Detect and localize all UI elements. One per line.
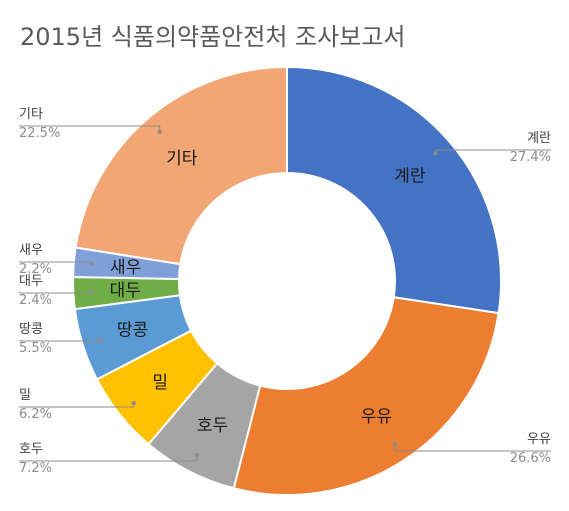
leader-dot-계란 [433, 151, 438, 156]
outer-pct-땅콩: 5.5% [19, 341, 52, 356]
leader-dot-새우 [89, 261, 94, 266]
outer-label-계란: 계란 [527, 131, 551, 146]
leader-dot-밀 [131, 400, 136, 406]
outer-pct-기타: 22.5% [19, 126, 60, 141]
slice-계란 [286, 65, 502, 315]
outer-label-대두: 대두 [19, 274, 43, 289]
slice-label-우유: 우유 [361, 407, 392, 427]
slice-labels: 계란계란27.4%우유우유26.6%호두호두7.2%밀밀6.2%땅콩땅콩5.5%… [19, 107, 551, 476]
leader-dot-호두 [194, 452, 200, 458]
outer-pct-새우: 2.2% [19, 262, 52, 277]
outer-label-우유: 우유 [527, 432, 551, 447]
slice-label-땅콩: 땅콩 [117, 321, 148, 341]
leader-lines [19, 125, 551, 462]
slice-우유 [232, 296, 500, 496]
slice-label-새우: 새우 [110, 258, 141, 278]
slice-label-기타: 기타 [166, 149, 198, 169]
outer-pct-대두: 2.4% [19, 293, 52, 308]
outer-label-호두: 호두 [19, 442, 43, 457]
slice-label-대두: 대두 [110, 281, 141, 301]
leader-dot-우유 [392, 442, 398, 447]
chart-title: 2015년 식품의약품안전처 조사보고서 [20, 23, 405, 51]
outer-pct-계란: 27.4% [510, 150, 551, 165]
outer-label-기타: 기타 [19, 107, 43, 122]
leader-dot-기타 [157, 129, 162, 135]
slice-기타 [74, 65, 288, 266]
donut-slices [72, 65, 502, 496]
leader-dot-대두 [89, 289, 94, 295]
outer-label-땅콩: 땅콩 [19, 322, 43, 337]
outer-pct-호두: 7.2% [19, 461, 52, 476]
outer-pct-우유: 26.6% [510, 451, 551, 466]
leader-dot-땅콩 [97, 337, 103, 343]
outer-label-새우: 새우 [19, 243, 43, 258]
slice-label-계란: 계란 [394, 166, 426, 186]
outer-label-밀: 밀 [19, 388, 31, 403]
slice-label-밀: 밀 [152, 373, 168, 393]
slice-label-호두: 호두 [197, 416, 228, 436]
outer-pct-밀: 6.2% [19, 407, 52, 422]
